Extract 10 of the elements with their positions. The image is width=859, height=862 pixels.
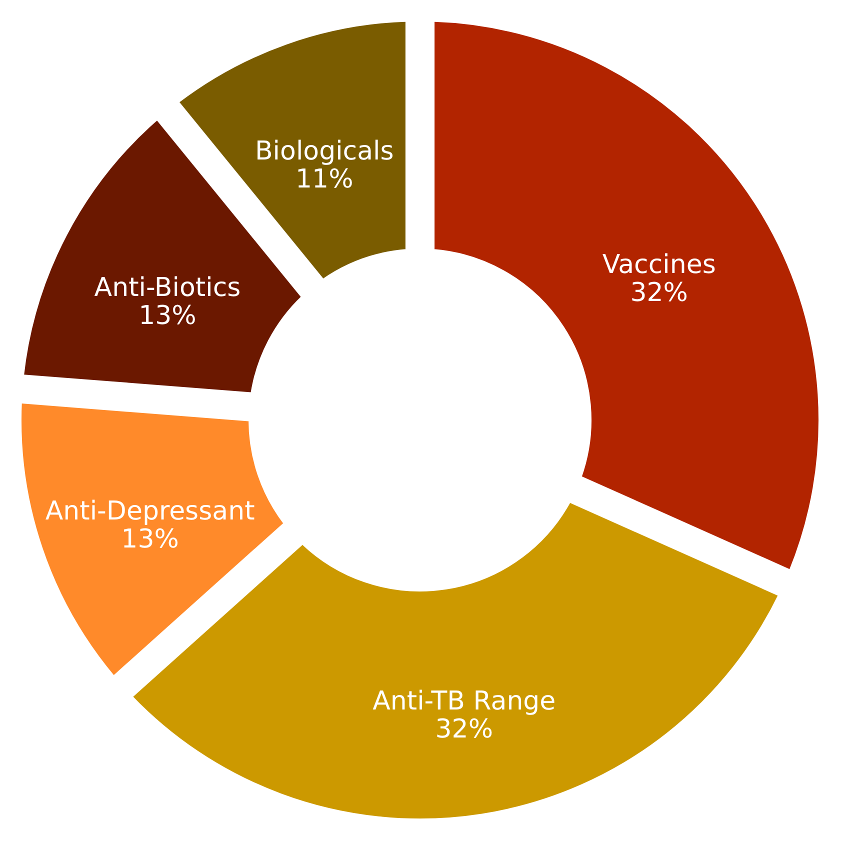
slice-label: Biologicals <box>254 136 394 167</box>
data-label: 11% <box>295 164 354 195</box>
data-label: 13% <box>138 300 196 331</box>
slice-label: Anti-Depressant <box>45 496 255 526</box>
data-label: 32% <box>435 714 494 745</box>
slice-label: Anti-Biotics <box>94 272 241 303</box>
slice-label: Vaccines <box>602 250 716 280</box>
data-label: 32% <box>630 278 688 308</box>
data-label: 13% <box>121 524 179 554</box>
slice-label: Anti-TB Range <box>372 686 556 717</box>
